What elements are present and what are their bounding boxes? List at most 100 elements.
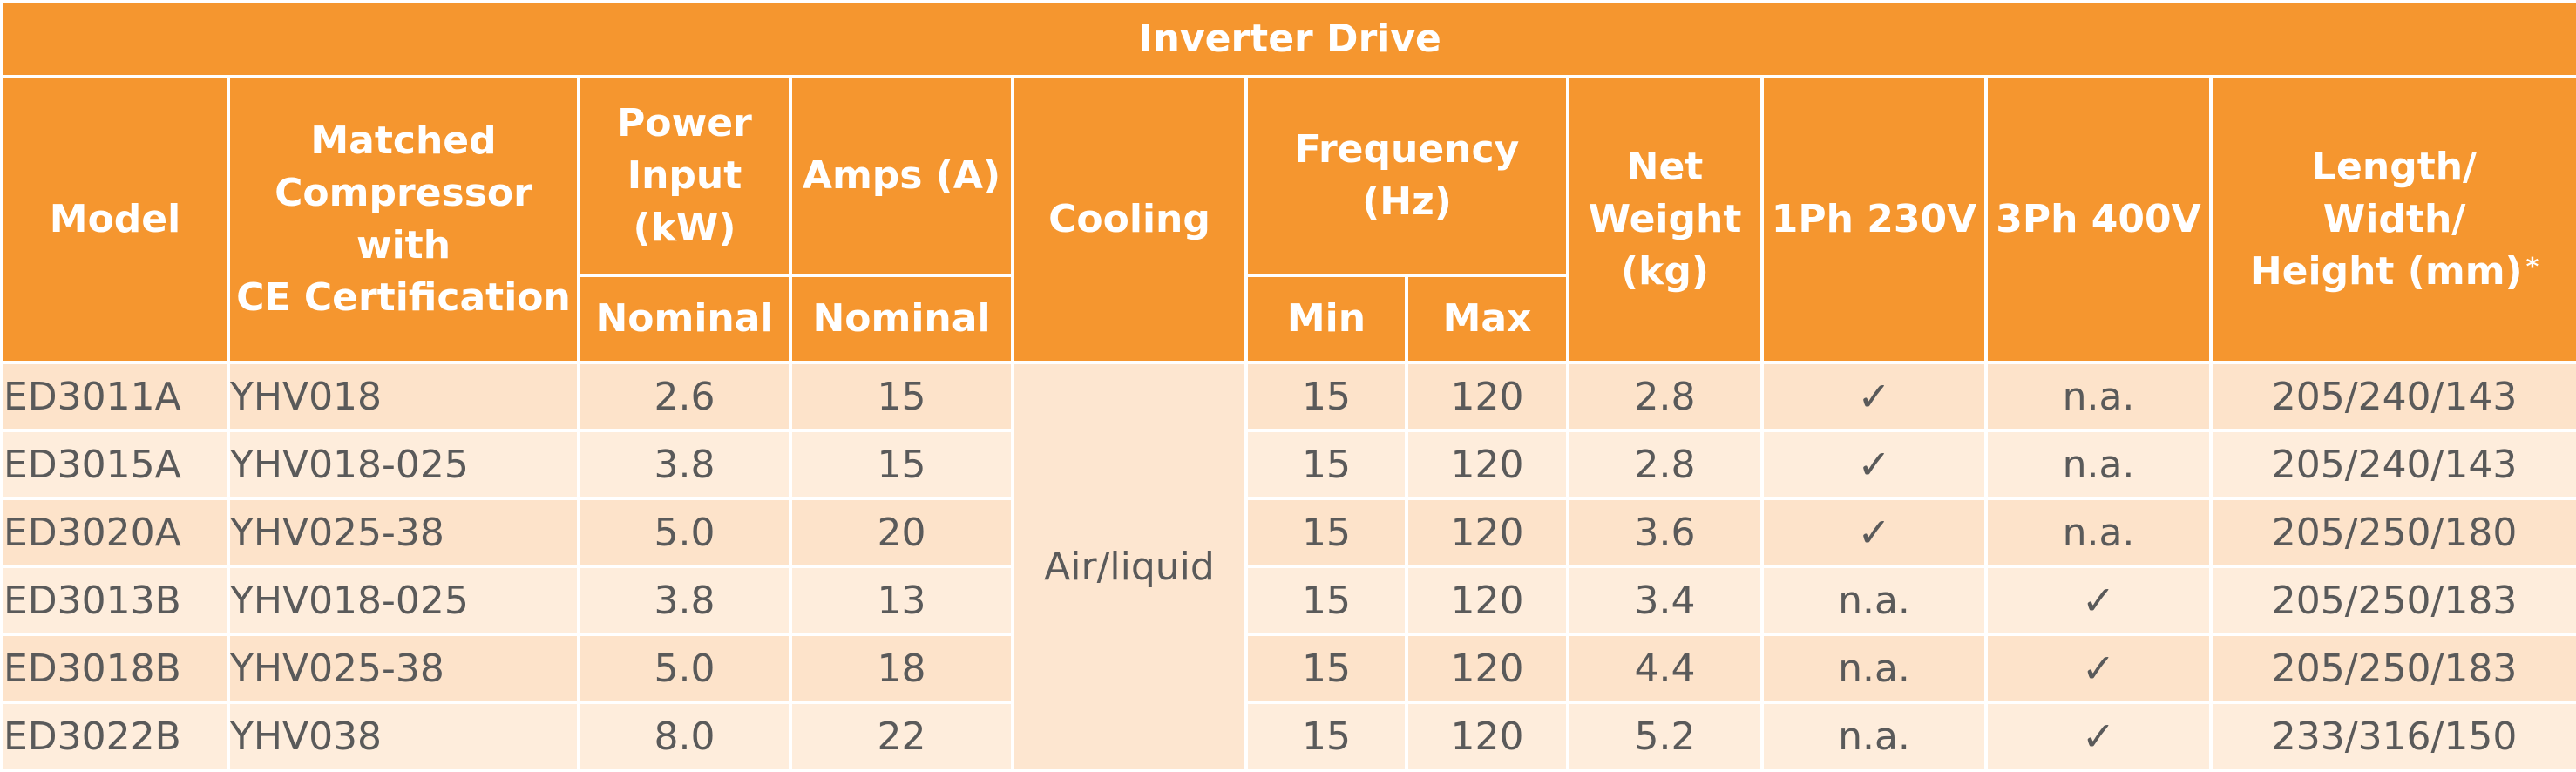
cell-1ph: n.a. — [1760, 633, 1988, 704]
cell-power: 2.6 — [577, 361, 792, 432]
cell-amps: 18 — [789, 633, 1014, 704]
cell-dimensions: 205/240/143 — [2208, 429, 2576, 500]
cell-dimensions: 205/250/183 — [2208, 633, 2576, 704]
header-dims-line3: Height (mm) — [2249, 249, 2523, 294]
header-amps-nominal: Nominal — [789, 274, 1014, 364]
table-row: ED3018B YHV025-38 5.0 18 15 120 4.4 n.a.… — [0, 633, 2576, 704]
header-3ph: 3Ph 400V — [1984, 75, 2213, 364]
cell-amps: 22 — [789, 701, 1014, 772]
cell-dimensions: 205/250/183 — [2208, 565, 2576, 636]
header-power-nominal: Nominal — [577, 274, 792, 364]
cell-compressor: YHV025-38 — [227, 497, 580, 568]
cell-amps: 15 — [789, 361, 1014, 432]
cell-3ph: ✓ — [1984, 565, 2213, 636]
cell-dimensions: 233/316/150 — [2208, 701, 2576, 772]
cell-freq-max: 120 — [1405, 701, 1569, 772]
cell-compressor: YHV018-025 — [227, 565, 580, 636]
table-row: ED3020A YHV025-38 5.0 20 15 120 3.6 ✓ n.… — [0, 497, 2576, 568]
cell-freq-max: 120 — [1405, 565, 1569, 636]
header-row-1: Model Matched Compressor with CE Certifi… — [0, 75, 2576, 364]
cell-compressor: YHV018-025 — [227, 429, 580, 500]
cell-model: ED3011A — [0, 361, 230, 432]
cell-1ph: ✓ — [1760, 429, 1988, 500]
header-power-line2: Input — [627, 153, 742, 198]
header-power: Power Input (kW) — [577, 75, 792, 277]
cell-3ph: n.a. — [1984, 429, 2213, 500]
cell-power: 5.0 — [577, 497, 792, 568]
cell-freq-min: 15 — [1244, 361, 1408, 432]
cell-3ph: ✓ — [1984, 701, 2213, 772]
table-row: ED3011A YHV018 2.6 15 Air/liquid 15 120 … — [0, 361, 2576, 772]
cell-amps: 20 — [789, 497, 1014, 568]
table-row: ED3013B YHV018-025 3.8 13 15 120 3.4 n.a… — [0, 565, 2576, 636]
title-row: Inverter Drive — [0, 0, 2576, 78]
cell-power: 3.8 — [577, 429, 792, 500]
cell-1ph: ✓ — [1760, 497, 1988, 568]
header-frequency-line2: (Hz) — [1362, 179, 1452, 224]
footnote-asterisk: * — [2525, 252, 2539, 281]
cell-amps: 13 — [789, 565, 1014, 636]
cell-model: ED3020A — [0, 497, 230, 568]
cell-weight: 3.6 — [1566, 497, 1764, 568]
header-frequency-line1: Frequency — [1294, 127, 1520, 172]
header-compressor-line3: CE Certification — [236, 275, 571, 320]
cell-freq-min: 15 — [1244, 633, 1408, 704]
cell-1ph: ✓ — [1760, 361, 1988, 432]
cell-power: 5.0 — [577, 633, 792, 704]
cell-cooling: Air/liquid — [1011, 361, 1248, 772]
cell-1ph: n.a. — [1760, 701, 1988, 772]
header-dimensions: Length/ Width/ Height (mm) * — [2208, 75, 2576, 364]
cell-1ph: n.a. — [1760, 565, 1988, 636]
cell-power: 3.8 — [577, 565, 792, 636]
header-model: Model — [0, 75, 230, 364]
cell-weight: 2.8 — [1566, 429, 1764, 500]
cell-freq-max: 120 — [1405, 497, 1569, 568]
cell-3ph: ✓ — [1984, 633, 2213, 704]
header-cooling: Cooling — [1011, 75, 1248, 364]
cell-model: ED3013B — [0, 565, 230, 636]
cell-compressor: YHV038 — [227, 701, 580, 772]
cell-dimensions: 205/250/180 — [2208, 497, 2576, 568]
header-power-line3: (kW) — [633, 206, 736, 250]
header-power-line1: Power — [617, 101, 752, 146]
cell-power: 8.0 — [577, 701, 792, 772]
cell-freq-min: 15 — [1244, 429, 1408, 500]
header-dims-line2: Width/ — [2322, 197, 2466, 241]
cell-freq-max: 120 — [1405, 361, 1569, 432]
cell-weight: 3.4 — [1566, 565, 1764, 636]
header-row-2: Nominal Nominal Min Max — [2, 274, 2576, 364]
cell-weight: 4.4 — [1566, 633, 1764, 704]
cell-3ph: n.a. — [1984, 497, 2213, 568]
cell-amps: 15 — [789, 429, 1014, 500]
cell-freq-max: 120 — [1405, 429, 1569, 500]
header-weight-line2: Weight — [1588, 197, 1742, 241]
cell-3ph: n.a. — [1984, 361, 2213, 432]
table-row: ED3022B YHV038 8.0 22 15 120 5.2 n.a. ✓ … — [0, 701, 2576, 772]
header-frequency: Frequency (Hz) — [1244, 75, 1569, 277]
cell-freq-min: 15 — [1244, 497, 1408, 568]
table-row: ED3015A YHV018-025 3.8 15 15 120 2.8 ✓ n… — [0, 429, 2576, 500]
header-compressor-line2: Compressor with — [275, 171, 532, 267]
header-1ph: 1Ph 230V — [1760, 75, 1988, 364]
cell-freq-min: 15 — [1244, 565, 1408, 636]
cell-weight: 2.8 — [1566, 361, 1764, 432]
cell-model: ED3018B — [0, 633, 230, 704]
cell-weight: 5.2 — [1566, 701, 1764, 772]
header-amps: Amps (A) — [789, 75, 1014, 277]
cell-model: ED3022B — [0, 701, 230, 772]
cell-compressor: YHV018 — [227, 361, 580, 432]
cell-model: ED3015A — [0, 429, 230, 500]
cell-dimensions: 205/240/143 — [2208, 361, 2576, 432]
header-compressor: Matched Compressor with CE Certification — [227, 75, 580, 364]
table-title: Inverter Drive — [0, 0, 2576, 78]
header-dims-line1: Length/ — [2312, 145, 2478, 189]
cell-compressor: YHV025-38 — [227, 633, 580, 704]
cell-freq-min: 15 — [1244, 701, 1408, 772]
header-compressor-line1: Matched — [310, 119, 497, 163]
header-weight-line1: Net — [1626, 145, 1704, 189]
header-weight: Net Weight (kg) — [1566, 75, 1764, 364]
header-frequency-max: Max — [1405, 274, 1569, 364]
header-weight-line3: (kg) — [1621, 249, 1709, 294]
cell-freq-max: 120 — [1405, 633, 1569, 704]
